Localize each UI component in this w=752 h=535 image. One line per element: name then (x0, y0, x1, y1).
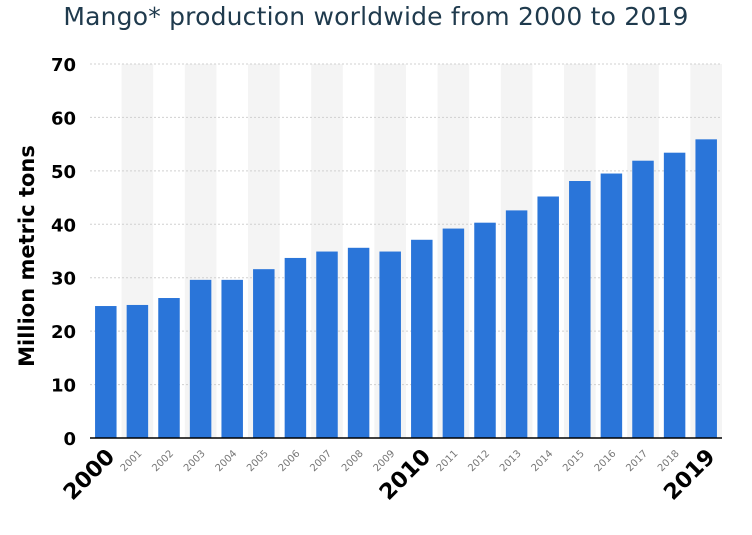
bar-2000 (95, 306, 117, 438)
bar-2011 (442, 228, 465, 438)
x-tick-label: 2002 (150, 448, 176, 474)
bars (95, 139, 717, 439)
bar-2004 (221, 279, 243, 438)
y-tick-label: 20 (51, 322, 76, 343)
y-tick-label: 30 (51, 269, 76, 290)
bar-2007 (316, 251, 338, 438)
x-tick-label: 2014 (530, 448, 556, 474)
x-tick-label: 2008 (340, 448, 366, 474)
bar-2005 (253, 269, 275, 438)
y-tick-label: 70 (51, 55, 76, 76)
x-tick-label: 2005 (245, 448, 271, 474)
x-tick-label: 2004 (214, 448, 240, 474)
bar-2010 (411, 239, 433, 438)
bar-2017 (632, 160, 654, 438)
bar-2012 (474, 222, 496, 438)
bar-2015 (569, 181, 591, 438)
bar-2003 (189, 279, 212, 438)
bar-2013 (505, 210, 528, 438)
x-tick-label: 2016 (593, 448, 619, 474)
bar-2001 (126, 304, 149, 438)
y-tick-label: 60 (51, 108, 76, 129)
bar-2016 (600, 173, 623, 438)
y-tick-label: 40 (51, 215, 76, 236)
chart-title: Mango* production worldwide from 2000 to… (63, 2, 689, 31)
x-tick-label: 2011 (435, 448, 461, 474)
bar-2006 (284, 257, 307, 438)
y-axis-label: Million metric tons (15, 145, 39, 367)
y-axis-ticks: 0 10 20 30 40 50 60 70 (51, 55, 76, 450)
x-tick-label: 2001 (119, 448, 145, 474)
x-tick-label: 2012 (466, 448, 492, 474)
x-tick-label: 2017 (624, 448, 650, 474)
y-tick-label: 10 (51, 376, 76, 397)
x-tick-label: 2006 (277, 448, 303, 474)
bar-2009 (379, 251, 401, 438)
y-tick-label: 50 (51, 162, 76, 183)
bar-2018 (663, 152, 686, 439)
bar-2019 (695, 139, 717, 438)
bar-2002 (158, 298, 180, 438)
y-tick-label: 0 (63, 429, 76, 450)
x-tick-label: 2003 (182, 448, 208, 474)
x-tick-label: 2015 (561, 448, 587, 474)
x-tick-label: 2013 (498, 448, 524, 474)
x-tick-label: 2000 (59, 445, 120, 506)
bar-2008 (347, 247, 370, 438)
bar-2014 (537, 196, 559, 438)
x-tick-label: 2007 (308, 448, 334, 474)
